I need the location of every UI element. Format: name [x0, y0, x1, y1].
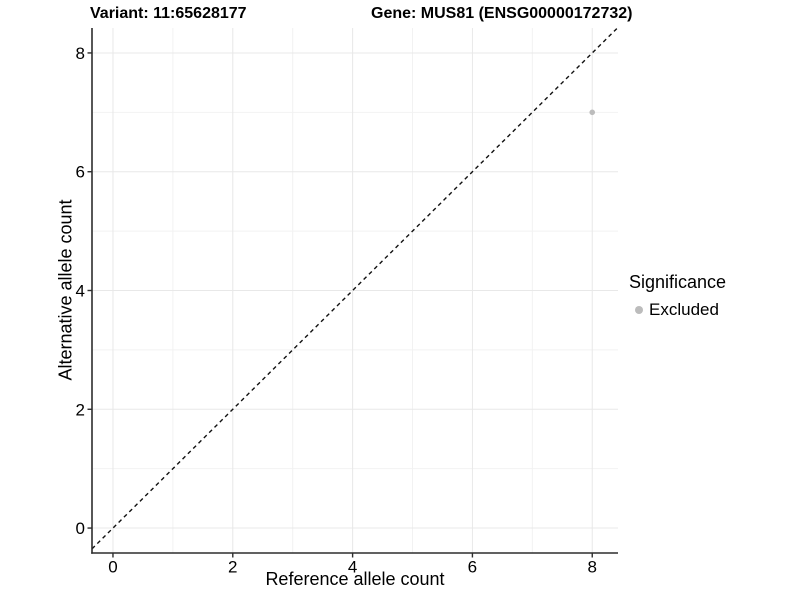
variant-title: Variant: 11:65628177 [90, 5, 247, 22]
y-tick-label: 2 [76, 400, 85, 419]
y-tick-label: 0 [76, 519, 85, 538]
identity-dashed-line [91, 27, 618, 550]
x-tick-label: 6 [468, 558, 477, 577]
x-tick-label: 0 [108, 558, 117, 577]
x-tick-label: 8 [588, 558, 597, 577]
x-tick-label: 4 [348, 558, 357, 577]
legend-title: Significance [629, 272, 727, 292]
legend-item: Excluded [635, 300, 726, 320]
x-axis-title: Reference allele count [265, 569, 445, 589]
data-point [589, 109, 596, 116]
legend: Significance Excluded [629, 272, 726, 320]
legend-items: Excluded [629, 300, 726, 320]
y-axis-title: Alternative allele count [55, 199, 76, 381]
y-tick-label: 6 [76, 163, 85, 182]
y-tick-label: 8 [76, 44, 85, 63]
legend-point-icon [635, 306, 643, 314]
gene-title: Gene: MUS81 (ENSG00000172732) [371, 5, 633, 22]
legend-item-label: Excluded [649, 300, 719, 319]
x-tick-label: 2 [228, 558, 237, 577]
y-tick-label: 4 [76, 282, 85, 301]
